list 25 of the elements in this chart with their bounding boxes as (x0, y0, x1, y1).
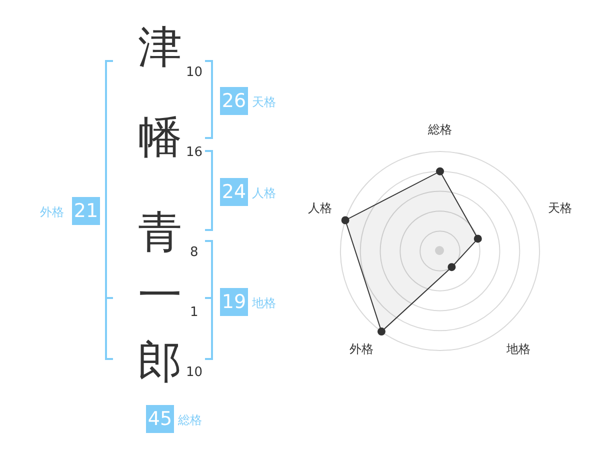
spoke-label: 外格 (349, 342, 374, 356)
text: 26 (220, 87, 248, 115)
text: 19 (220, 288, 248, 316)
spoke-label: 天格 (548, 200, 572, 215)
text: 人格 (252, 186, 276, 200)
text: 21 (72, 197, 100, 225)
text: 10 (186, 65, 203, 80)
text: 総格 (178, 413, 202, 427)
text: 1 (190, 305, 198, 320)
spoke-label: 地格 (506, 342, 531, 356)
category-label: 郎 (137, 337, 183, 388)
text: 8 (190, 245, 198, 260)
text: 24 (220, 178, 248, 206)
text: 外格 (40, 205, 64, 219)
category-label: 幡 (137, 112, 183, 163)
category-label: 津 (137, 22, 183, 73)
text: 45 (146, 405, 174, 433)
category-label: 一 (137, 270, 183, 321)
spoke-label: 総格 (427, 122, 452, 136)
text: 16 (186, 145, 203, 160)
text: 10 (186, 365, 203, 380)
spoke-label: 人格 (308, 200, 332, 215)
category-label: 青 (137, 207, 183, 258)
text: 天格 (252, 95, 276, 109)
text: 地格 (252, 296, 276, 310)
